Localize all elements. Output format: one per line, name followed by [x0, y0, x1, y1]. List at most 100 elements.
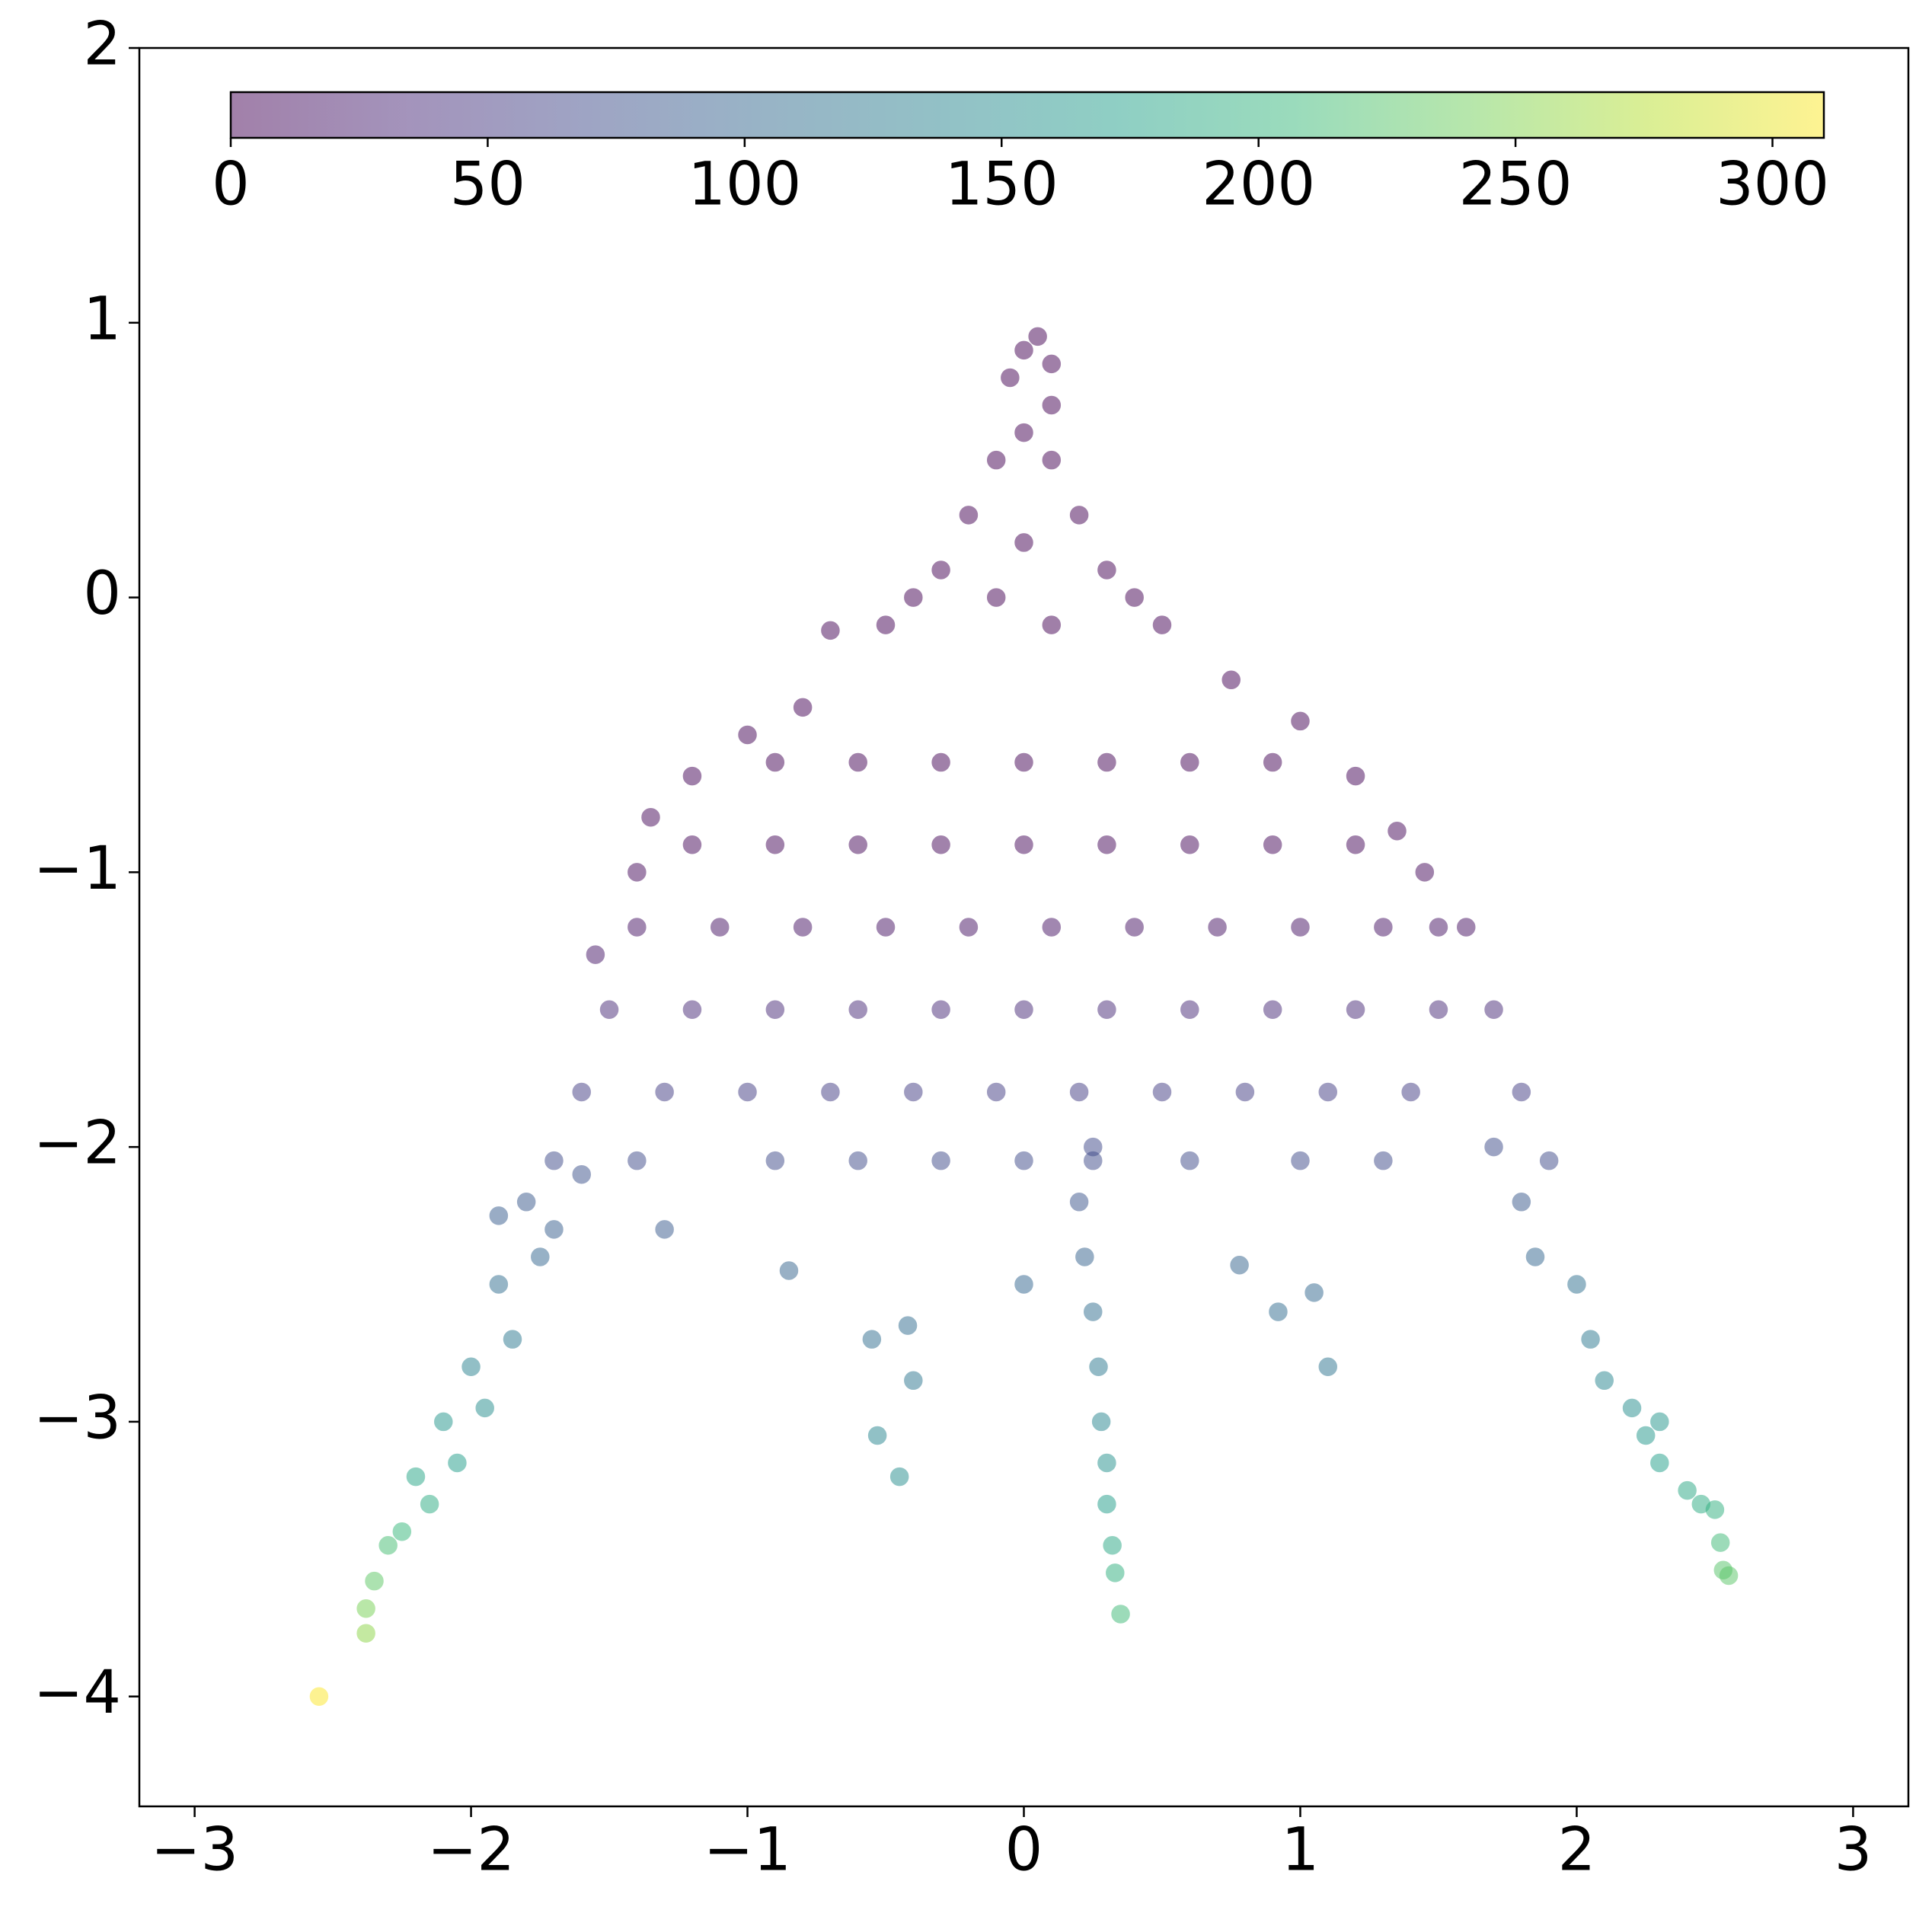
point	[931, 835, 950, 854]
y-tick-label: 0	[83, 560, 121, 628]
point	[1125, 588, 1144, 607]
point	[1208, 918, 1227, 937]
point	[765, 752, 785, 772]
point	[1230, 1256, 1249, 1275]
point	[1103, 1536, 1122, 1555]
point	[904, 1082, 923, 1102]
point	[821, 621, 840, 640]
x-tick-label: 2	[1558, 1816, 1596, 1884]
colorbar-tick-label: 300	[1716, 150, 1829, 219]
point	[531, 1247, 550, 1266]
point	[489, 1275, 509, 1294]
point	[793, 918, 813, 937]
point	[628, 918, 647, 937]
point	[682, 835, 702, 854]
point	[1106, 1563, 1125, 1582]
point	[365, 1571, 384, 1591]
point	[1650, 1412, 1669, 1432]
point	[793, 698, 813, 717]
point	[959, 918, 979, 937]
point	[599, 1000, 619, 1019]
point	[1097, 835, 1116, 854]
point	[1304, 1283, 1324, 1302]
point	[1069, 1082, 1089, 1102]
point	[1457, 918, 1476, 937]
x-tick-label: −3	[151, 1816, 238, 1884]
point	[904, 588, 923, 607]
point	[1180, 1151, 1199, 1170]
point	[1622, 1398, 1642, 1418]
point	[986, 450, 1006, 470]
point	[572, 1164, 591, 1184]
point	[1097, 560, 1116, 580]
point	[475, 1398, 494, 1418]
point	[1374, 1151, 1393, 1170]
point	[356, 1624, 375, 1643]
point	[1484, 1137, 1503, 1157]
point	[1014, 340, 1033, 360]
point	[1075, 1247, 1094, 1266]
point	[1097, 1453, 1116, 1473]
point	[1263, 752, 1282, 772]
point	[1014, 423, 1033, 442]
point	[1014, 752, 1033, 772]
point	[1097, 1494, 1116, 1514]
point	[1401, 1082, 1420, 1102]
x-tick-label: −1	[704, 1816, 791, 1884]
point	[655, 1220, 674, 1239]
point	[489, 1206, 509, 1225]
point	[1318, 1082, 1338, 1102]
point	[406, 1467, 426, 1487]
point	[1263, 835, 1282, 854]
point	[516, 1193, 536, 1212]
point	[931, 560, 950, 580]
point	[1097, 752, 1116, 772]
point	[959, 506, 979, 525]
point	[779, 1261, 799, 1280]
point	[986, 588, 1006, 607]
y-tick-label: −1	[34, 835, 121, 903]
point	[1083, 1302, 1103, 1321]
y-tick-label: −2	[34, 1110, 121, 1178]
point	[1705, 1500, 1725, 1519]
point	[628, 1151, 647, 1170]
point	[544, 1220, 564, 1239]
x-tick-label: 1	[1282, 1816, 1320, 1884]
colorbar-tick-label: 200	[1202, 150, 1315, 219]
point	[1014, 533, 1033, 552]
point	[848, 1000, 867, 1019]
point	[931, 752, 950, 772]
point	[867, 1426, 887, 1445]
point	[1710, 1533, 1730, 1552]
point	[448, 1453, 467, 1473]
point	[1567, 1275, 1586, 1294]
colorbar-tick-label: 150	[945, 150, 1059, 219]
point	[1069, 506, 1089, 525]
point	[1291, 1151, 1310, 1170]
point	[1180, 835, 1199, 854]
point	[1678, 1480, 1697, 1500]
point	[1042, 450, 1062, 470]
point	[1014, 1151, 1033, 1170]
point	[904, 1371, 923, 1391]
point	[309, 1687, 329, 1706]
point	[1152, 615, 1172, 634]
y-tick-label: −4	[34, 1659, 121, 1727]
point	[1291, 711, 1310, 731]
point	[931, 1151, 950, 1170]
point	[1346, 835, 1365, 854]
point	[898, 1316, 918, 1335]
point	[682, 1000, 702, 1019]
point	[931, 1000, 950, 1019]
point	[1028, 327, 1047, 347]
point	[1346, 1000, 1365, 1019]
point	[378, 1536, 398, 1555]
point	[641, 807, 660, 827]
colorbar-tick-label: 50	[450, 150, 525, 219]
y-tick-label: 2	[83, 10, 121, 78]
point	[876, 615, 896, 634]
x-tick-label: −2	[427, 1816, 515, 1884]
point	[1636, 1426, 1656, 1445]
